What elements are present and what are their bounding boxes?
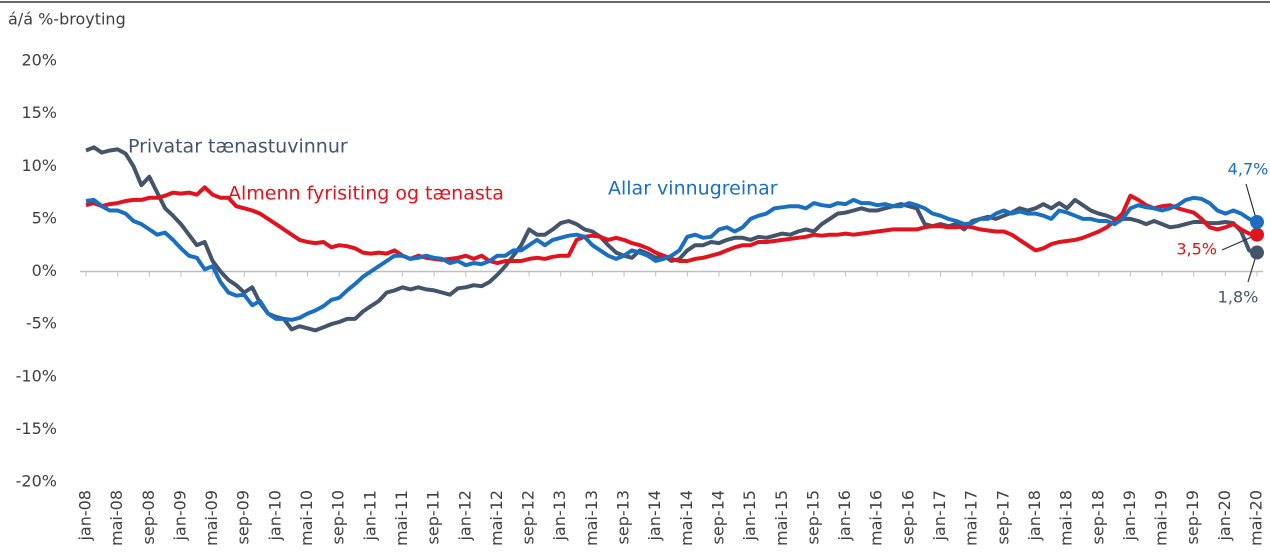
x-tick-label: sep-10: [329, 490, 348, 544]
x-tick-label: sep-09: [234, 490, 253, 544]
x-tick-label: mai-17: [962, 490, 981, 546]
x-tick-label: jan-11: [360, 490, 379, 542]
x-tick-label: jan-19: [1120, 490, 1139, 542]
x-tick-label: sep-08: [139, 490, 158, 544]
x-tick-label: sep-16: [898, 490, 917, 544]
y-tick-label: 15%: [21, 103, 57, 122]
x-tick-label: mai-08: [107, 490, 126, 546]
x-tick-label: sep-17: [993, 490, 1012, 544]
x-tick-label: mai-11: [392, 490, 411, 546]
y-tick-label: -10%: [16, 366, 57, 385]
end-marker: [1250, 227, 1264, 242]
x-tick-label: mai-16: [867, 490, 886, 546]
x-tick-label: mai-12: [487, 490, 506, 546]
x-tick-label: jan-14: [645, 490, 664, 542]
value-label: 1,8%: [1218, 288, 1259, 307]
value-label: 4,7%: [1228, 160, 1269, 179]
y-axis-title: á/á %-broyting: [8, 10, 126, 29]
series-label: Allar vinnugreinar: [608, 178, 778, 200]
x-tick-label: sep-13: [614, 490, 633, 544]
x-tick-label: jan-15: [740, 490, 759, 542]
x-tick-label: sep-15: [803, 490, 822, 544]
y-tick-label: -20%: [16, 472, 57, 491]
y-tick-label: -5%: [26, 314, 57, 333]
x-tick-label: jan-08: [76, 490, 95, 542]
x-tick-label: jan-20: [1215, 490, 1234, 542]
x-tick-label: sep-14: [708, 490, 727, 544]
x-tick-label: sep-19: [1183, 490, 1202, 544]
x-tick-label: jan-16: [835, 490, 854, 542]
series-line: [85, 185, 1258, 266]
x-tick-label: mai-14: [677, 490, 696, 546]
x-tick-label: mai-13: [582, 490, 601, 546]
x-tick-label: mai-09: [202, 490, 221, 546]
y-tick-label: 0%: [32, 261, 57, 280]
series-label: Privatar tænastuvinnur: [128, 136, 348, 158]
series-label: Almenn fyrisiting og tænasta: [228, 183, 504, 205]
x-tick-label: jan-18: [1025, 490, 1044, 542]
x-tick-label: jan-10: [265, 490, 284, 542]
end-marker: [1250, 215, 1264, 230]
x-tick-label: jan-17: [930, 490, 949, 542]
y-tick-label: 5%: [32, 208, 57, 227]
x-tick-label: jan-09: [170, 490, 189, 542]
value-label: 3,5%: [1176, 240, 1217, 259]
x-tick-label: jan-13: [550, 490, 569, 542]
x-tick-label: mai-20: [1247, 490, 1266, 546]
x-tick-label: jan-12: [455, 490, 474, 542]
series-line: [85, 195, 1258, 322]
x-tick-label: sep-18: [1088, 490, 1107, 544]
x-tick-label: mai-10: [297, 490, 316, 546]
x-tick-label: sep-12: [519, 490, 538, 544]
x-tick-label: sep-11: [424, 490, 443, 544]
y-tick-label: 10%: [21, 156, 57, 175]
y-tick-label: 20%: [21, 51, 57, 70]
x-tick-label: mai-18: [1057, 490, 1076, 546]
x-tick-label: mai-19: [1152, 490, 1171, 546]
end-marker: [1250, 245, 1264, 260]
y-tick-label: -15%: [16, 419, 57, 438]
x-tick-label: mai-15: [772, 490, 791, 546]
